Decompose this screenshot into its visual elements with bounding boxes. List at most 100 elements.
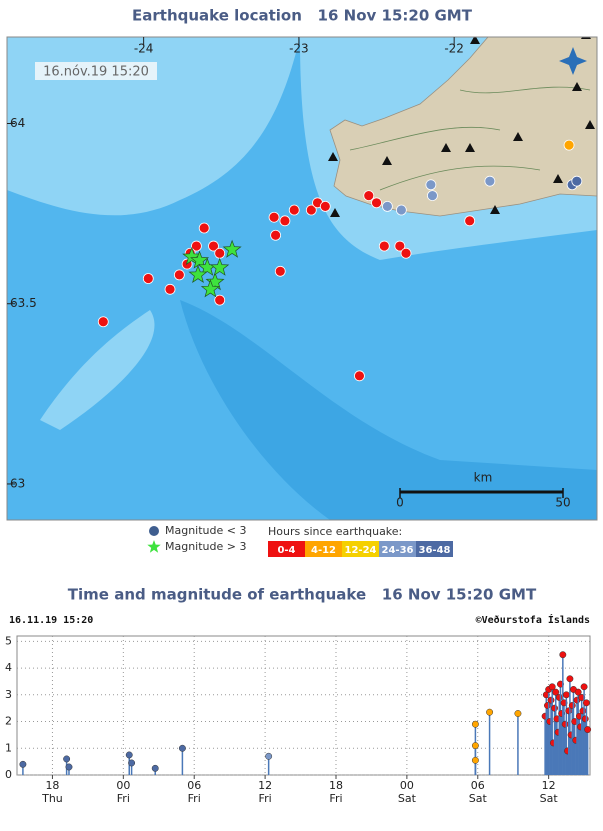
quake-dot — [563, 139, 575, 151]
stamp-box — [35, 62, 157, 80]
x-tick-label: 06 — [187, 779, 201, 792]
quake-dot — [354, 370, 365, 382]
x-tick-day: Fri — [117, 792, 130, 805]
lon-label: -23 — [289, 42, 309, 56]
quake-star — [200, 279, 220, 298]
quake-point — [471, 756, 479, 764]
x-tick-day: Sat — [469, 792, 488, 805]
shelf — [7, 37, 300, 216]
quake-point — [551, 704, 559, 712]
quake-dot — [319, 201, 331, 212]
shelf — [40, 310, 155, 430]
quake-dot — [363, 190, 375, 201]
quake-dot — [378, 240, 390, 252]
quake-point — [547, 696, 555, 704]
quake-dot — [270, 229, 282, 241]
quake-point — [63, 755, 71, 763]
x-tick-label: 18 — [329, 779, 343, 792]
map: 16.nóv.19 15:20 — [7, 37, 597, 520]
age-swatch — [416, 541, 453, 557]
age-swatch — [379, 541, 416, 557]
quake-dot — [425, 179, 437, 191]
y-tick-label: 0 — [5, 768, 12, 781]
x-tick-label: 06 — [471, 779, 485, 792]
age-swatch — [268, 541, 305, 557]
legend-label: Magnitude > 3 — [165, 540, 247, 553]
x-tick-day: Thu — [41, 792, 63, 805]
quake-point — [561, 720, 569, 728]
quake-point — [566, 675, 574, 683]
lon-label: -24 — [134, 42, 154, 56]
legend-label: Magnitude < 3 — [165, 524, 247, 537]
quake-dot — [198, 222, 210, 234]
quake-dot — [571, 175, 583, 187]
quake-point — [265, 752, 273, 760]
chart-title: Time and magnitude of earthquake 16 Nov … — [68, 586, 537, 604]
quake-point — [514, 710, 522, 717]
map-stamp: 16.nóv.19 15:20 — [43, 65, 149, 80]
y-tick-label: 4 — [5, 661, 12, 674]
quake-point — [562, 691, 570, 699]
map-title: Earthquake location 16 Nov 15:20 GMT — [132, 7, 473, 25]
chart-stamp: 16.11.19 15:20 — [9, 615, 93, 626]
plot-frame — [16, 635, 591, 776]
x-tick-label: 00 — [116, 779, 130, 792]
roads — [349, 86, 591, 191]
deep-sea — [180, 300, 597, 520]
lat-label: 63.5 — [10, 296, 37, 310]
quake-point — [555, 694, 563, 701]
quake-dot — [164, 283, 176, 295]
quake-point — [552, 688, 560, 696]
quake-star — [210, 257, 230, 276]
quake-point — [568, 702, 576, 709]
age-title: Hours since earthquake: — [268, 525, 402, 538]
quake-dot — [214, 294, 226, 306]
quake-dot — [274, 265, 286, 277]
quake-dot — [208, 240, 219, 252]
scale-label: 50 — [555, 496, 570, 510]
age-label: 24-36 — [382, 545, 414, 556]
quake-dot — [381, 201, 393, 212]
x-tick-day: Fri — [329, 792, 342, 805]
quake-dot — [395, 204, 407, 216]
y-tick-label: 3 — [5, 688, 12, 701]
quake-point — [178, 744, 186, 752]
quake-dot — [191, 240, 202, 252]
quake-dot — [268, 211, 280, 223]
x-tick-day: Fri — [188, 792, 201, 805]
x-tick-day: Fri — [259, 792, 272, 805]
lat-label: 63 — [10, 476, 25, 490]
quake-point — [471, 742, 479, 750]
quake-point — [560, 699, 568, 707]
compass — [559, 47, 587, 75]
quake-dot — [142, 273, 154, 284]
x-tick-day: Sat — [398, 792, 417, 805]
quake-point — [128, 759, 136, 767]
quake-point — [548, 683, 556, 691]
quake-point — [125, 751, 133, 759]
lat-label: 64 — [10, 116, 25, 130]
x-tick-label: 18 — [45, 779, 59, 792]
y-tick-label: 5 — [5, 634, 12, 647]
age-label: 36-48 — [419, 545, 451, 556]
x-tick-label: 00 — [400, 779, 414, 792]
quake-point — [19, 760, 27, 768]
quake-point — [584, 726, 592, 734]
quake-dot — [279, 215, 291, 227]
legend-dot — [149, 526, 159, 536]
quake-point — [65, 763, 73, 771]
age-swatch — [342, 541, 379, 557]
x-tick-day: Sat — [540, 792, 559, 805]
scale-unit: km — [474, 471, 493, 485]
quake-dot — [288, 204, 300, 216]
quake-point — [471, 720, 479, 728]
quake-dot — [305, 204, 317, 216]
land — [329, 37, 597, 217]
y-tick-label: 1 — [5, 741, 12, 754]
quake-dot — [371, 197, 382, 209]
lon-label: -22 — [444, 42, 464, 56]
quake-dot — [464, 215, 476, 227]
quake-star — [188, 264, 208, 284]
age-swatch — [305, 541, 342, 557]
